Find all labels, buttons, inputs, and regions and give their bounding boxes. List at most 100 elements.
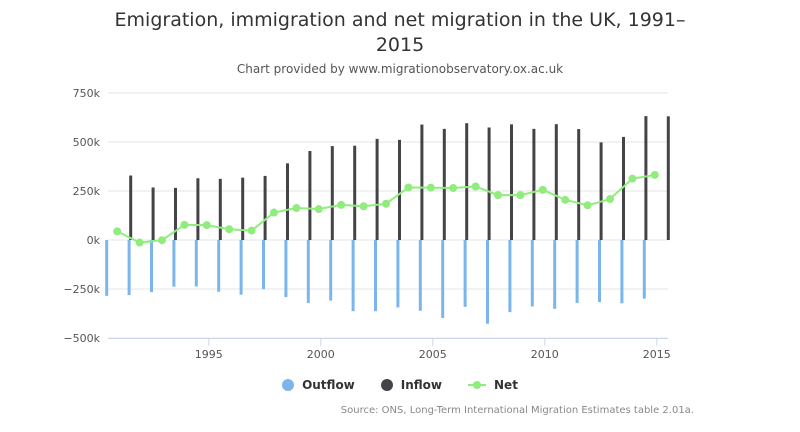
inflow-bar xyxy=(330,146,334,240)
net-point xyxy=(270,208,278,217)
outflow-bar xyxy=(306,240,310,303)
outflow-bar xyxy=(553,240,557,309)
legend-item-net[interactable]: Net xyxy=(468,378,518,392)
legend-item-inflow[interactable]: Inflow xyxy=(380,378,443,392)
net-point xyxy=(426,183,435,192)
outflow-bar xyxy=(351,240,355,312)
chart-title-line2: 2015 xyxy=(375,34,425,56)
inflow-bar xyxy=(353,145,357,240)
outflow-bar xyxy=(396,240,400,308)
legend: Outflow Inflow Net xyxy=(0,378,800,392)
inflow-bar xyxy=(375,138,379,240)
outflow-bar xyxy=(642,240,646,299)
net-point xyxy=(404,183,413,192)
outflow-bar xyxy=(575,240,579,303)
net-point xyxy=(494,191,502,200)
inflow-bar xyxy=(465,123,469,240)
chart-title: Emigration, immigration and net migratio… xyxy=(0,8,800,58)
net-point xyxy=(180,220,189,229)
net-point xyxy=(225,225,234,234)
outflow-bar xyxy=(329,240,333,301)
outflow-bar xyxy=(105,240,109,296)
outflow-bar xyxy=(598,240,601,303)
y-tick-label: 500k xyxy=(73,136,101,149)
outflow-bar xyxy=(620,240,624,304)
net-point xyxy=(516,191,525,200)
y-tick-label: −500k xyxy=(63,332,100,345)
net-point xyxy=(158,236,166,245)
inflow-bar xyxy=(151,187,155,240)
net-point xyxy=(561,195,570,204)
outflow-bar xyxy=(262,240,265,290)
net-point xyxy=(538,185,547,194)
y-tick-label: 250k xyxy=(73,185,101,198)
chart-title-line1: Emigration, immigration and net migratio… xyxy=(114,9,686,31)
y-tick-label: −250k xyxy=(63,283,100,296)
outflow-marker-icon xyxy=(282,379,295,391)
outflow-bar xyxy=(172,240,176,287)
net-point xyxy=(382,199,390,208)
net-point xyxy=(449,184,458,193)
y-tick-label: 750k xyxy=(73,87,101,100)
net-point xyxy=(113,227,122,236)
inflow-bar xyxy=(398,139,401,240)
outflow-bar xyxy=(508,240,512,313)
net-point xyxy=(135,238,144,247)
net-point xyxy=(314,205,323,214)
outflow-bar xyxy=(374,240,377,312)
net-point xyxy=(337,200,346,209)
outflow-bar xyxy=(486,240,489,324)
chart-subtitle: Chart provided by www.migrationobservato… xyxy=(236,62,564,76)
inflow-bar xyxy=(420,124,424,240)
inflow-bar xyxy=(218,178,222,240)
net-point xyxy=(359,202,368,211)
net-point xyxy=(471,182,480,191)
inflow-bar xyxy=(196,178,200,240)
net-point xyxy=(650,170,659,179)
legend-label-net: Net xyxy=(494,378,518,392)
inflow-bar xyxy=(554,124,558,240)
inflow-bar xyxy=(666,116,670,240)
inflow-bar xyxy=(577,129,581,240)
net-point xyxy=(202,221,211,230)
inflow-bar xyxy=(129,175,133,240)
outflow-bar xyxy=(217,240,221,292)
inflow-bar xyxy=(622,136,625,240)
inflow-bar xyxy=(487,127,491,240)
inflow-bar xyxy=(599,142,603,240)
x-tick-label: 2010 xyxy=(531,348,559,361)
inflow-bar xyxy=(532,128,536,240)
net-point xyxy=(583,201,592,210)
inflow-bar xyxy=(644,116,648,240)
outflow-bar xyxy=(150,240,153,293)
outflow-bar xyxy=(463,240,467,307)
y-tick-label: 0k xyxy=(87,234,101,247)
outflow-bar xyxy=(239,240,243,295)
legend-label-inflow: Inflow xyxy=(400,378,443,392)
x-tick-label: 2015 xyxy=(643,348,671,361)
inflow-bar xyxy=(510,124,513,240)
inflow-bar xyxy=(263,175,267,240)
outflow-bar xyxy=(127,240,131,296)
net-line-marker-icon xyxy=(468,379,487,391)
net-point xyxy=(247,226,256,235)
inflow-marker-icon xyxy=(380,379,393,391)
outflow-bar xyxy=(418,240,422,311)
net-point xyxy=(628,174,637,183)
source-credit: Source: ONS, Long-Term International Mig… xyxy=(340,405,694,416)
x-tick-label: 1995 xyxy=(195,348,223,361)
x-tick-label: 2000 xyxy=(307,348,335,361)
inflow-bar xyxy=(241,177,245,240)
inflow-bar xyxy=(442,128,446,240)
inflow-bar xyxy=(308,151,312,240)
net-point xyxy=(292,204,301,213)
inflow-bar xyxy=(286,163,289,240)
outflow-bar xyxy=(284,240,288,298)
outflow-bar xyxy=(530,240,534,307)
outflow-bar xyxy=(194,240,198,287)
legend-item-outflow[interactable]: Outflow xyxy=(282,378,355,392)
inflow-bar xyxy=(174,187,177,240)
legend-label-outflow: Outflow xyxy=(302,378,355,392)
